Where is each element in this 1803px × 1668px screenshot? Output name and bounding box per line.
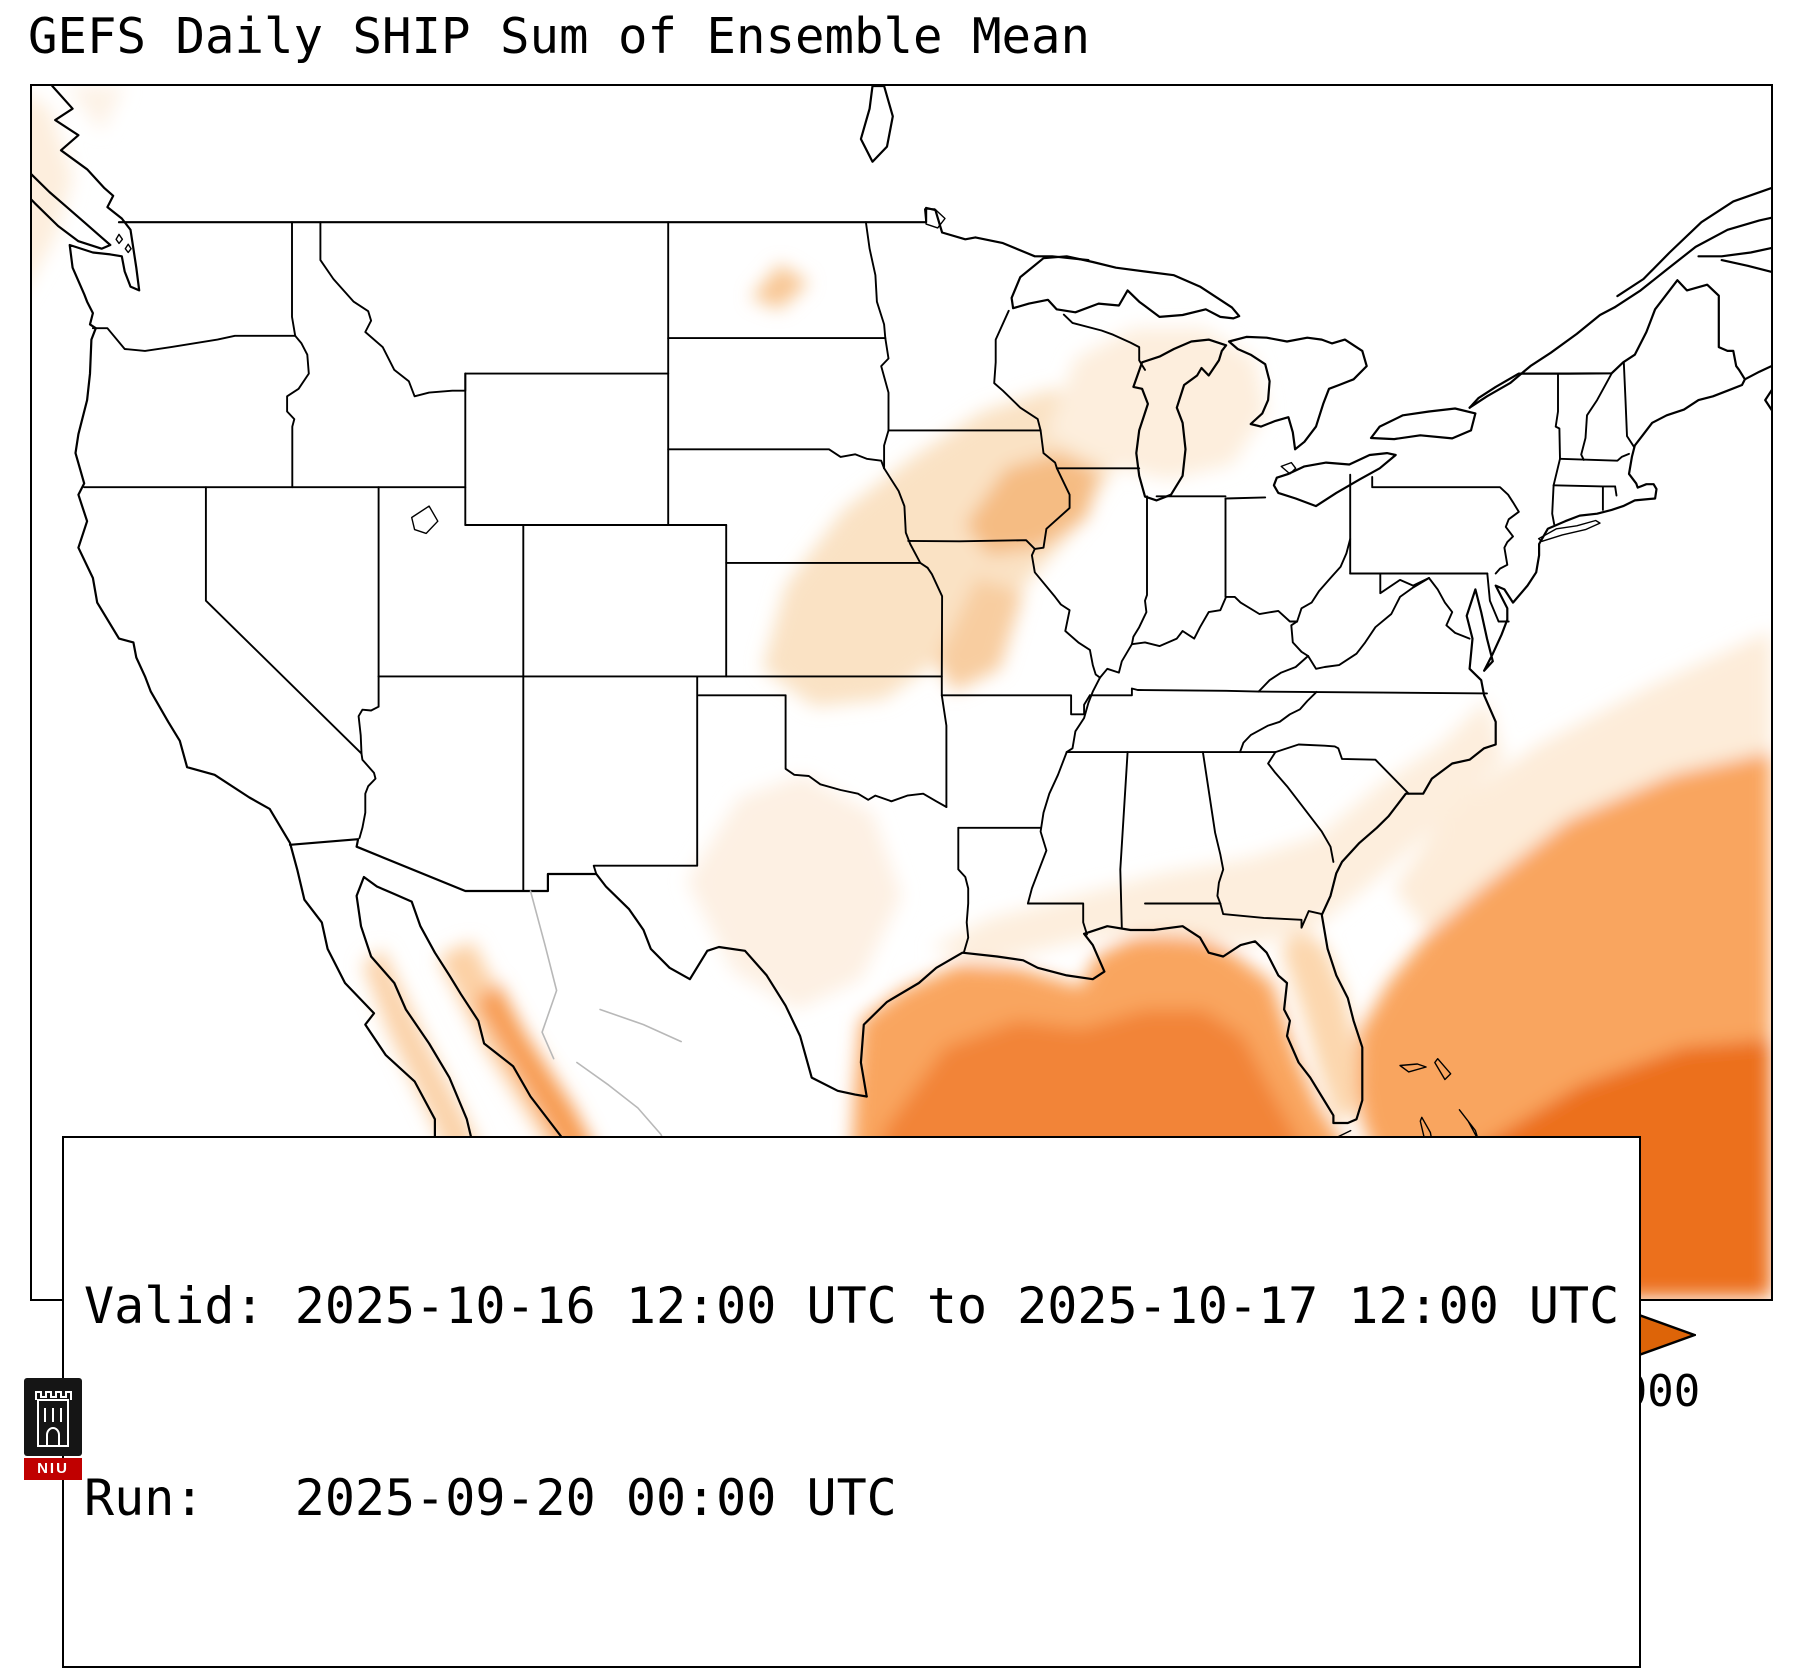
- niu-logo-text: NIU: [24, 1458, 82, 1480]
- figure-title: GEFS Daily SHIP Sum of Ensemble Mean: [28, 8, 1091, 65]
- info-box: Valid: 2025-10-16 12:00 UTC to 2025-10-1…: [62, 1136, 1642, 1668]
- valid-line: Valid: 2025-10-16 12:00 UTC to 2025-10-1…: [84, 1277, 1620, 1335]
- run-line: Run: 2025-09-20 00:00 UTC: [84, 1469, 897, 1527]
- us-ship-map: [32, 86, 1771, 1299]
- map-panel: Valid: 2025-10-16 12:00 UTC to 2025-10-1…: [30, 84, 1773, 1668]
- coastlines-and-borders: [32, 86, 1771, 1299]
- niu-logo: NIU: [24, 1378, 82, 1480]
- gefs-ship-figure: { "title": "GEFS Daily SHIP Sum of Ensem…: [24, 8, 1773, 1668]
- castle-icon: [24, 1378, 82, 1456]
